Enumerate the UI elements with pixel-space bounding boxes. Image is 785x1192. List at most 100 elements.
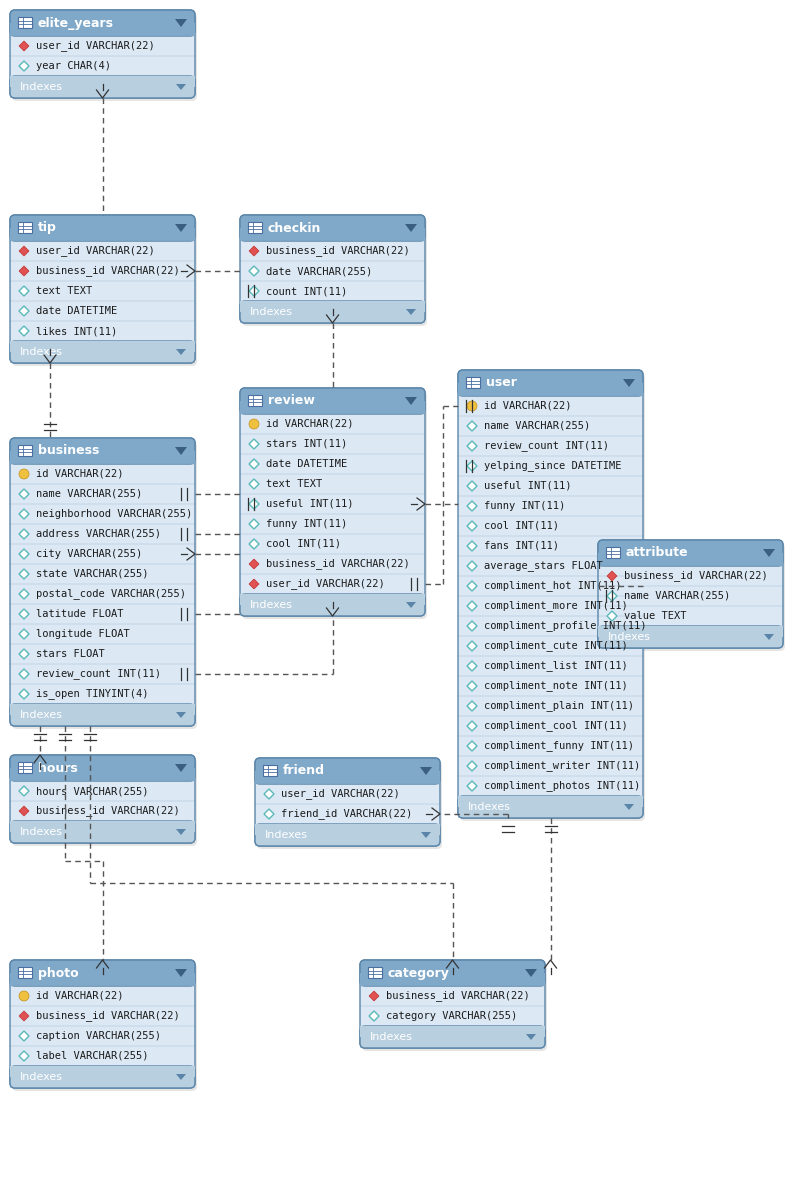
FancyBboxPatch shape xyxy=(12,13,197,101)
FancyBboxPatch shape xyxy=(360,960,545,1048)
Text: Indexes: Indexes xyxy=(20,827,63,837)
FancyBboxPatch shape xyxy=(598,540,783,566)
FancyBboxPatch shape xyxy=(458,370,643,818)
Text: review: review xyxy=(268,395,315,408)
Text: checkin: checkin xyxy=(268,222,321,235)
Text: Indexes: Indexes xyxy=(468,802,511,812)
Text: user_id VARCHAR(22): user_id VARCHAR(22) xyxy=(36,41,155,51)
Text: address VARCHAR(255): address VARCHAR(255) xyxy=(36,529,161,539)
Polygon shape xyxy=(467,482,477,491)
Text: Indexes: Indexes xyxy=(608,632,651,642)
Bar xyxy=(248,395,262,406)
FancyBboxPatch shape xyxy=(242,218,427,325)
Polygon shape xyxy=(623,379,635,387)
Polygon shape xyxy=(607,611,617,621)
Text: stars INT(11): stars INT(11) xyxy=(266,439,347,449)
Text: photo: photo xyxy=(38,967,78,980)
Polygon shape xyxy=(467,441,477,451)
Bar xyxy=(18,445,32,457)
Bar xyxy=(10,768,195,781)
Polygon shape xyxy=(19,629,29,639)
Polygon shape xyxy=(19,669,29,679)
Polygon shape xyxy=(19,1011,29,1022)
Text: friend: friend xyxy=(283,764,325,777)
Bar xyxy=(248,222,262,232)
Bar xyxy=(458,796,643,807)
Text: useful INT(11): useful INT(11) xyxy=(266,499,353,509)
Bar xyxy=(240,401,425,414)
FancyBboxPatch shape xyxy=(10,704,195,726)
Polygon shape xyxy=(249,579,259,589)
Polygon shape xyxy=(175,447,187,455)
Text: city VARCHAR(255): city VARCHAR(255) xyxy=(36,550,142,559)
Text: compliment_writer INT(11): compliment_writer INT(11) xyxy=(484,760,641,771)
Polygon shape xyxy=(405,397,417,405)
Text: value TEXT: value TEXT xyxy=(624,611,687,621)
Text: business: business xyxy=(38,445,100,458)
FancyBboxPatch shape xyxy=(10,755,195,843)
Text: elite_years: elite_years xyxy=(38,17,114,30)
Polygon shape xyxy=(19,61,29,72)
Bar xyxy=(255,824,440,836)
Polygon shape xyxy=(249,459,259,468)
Bar xyxy=(255,824,440,846)
Polygon shape xyxy=(19,569,29,579)
FancyBboxPatch shape xyxy=(10,437,195,464)
Bar xyxy=(10,704,195,715)
Text: hours VARCHAR(255): hours VARCHAR(255) xyxy=(36,786,148,796)
Polygon shape xyxy=(19,489,29,499)
Text: cool INT(11): cool INT(11) xyxy=(484,521,559,530)
Polygon shape xyxy=(19,648,29,659)
Text: user: user xyxy=(486,377,517,390)
Circle shape xyxy=(19,991,29,1001)
Polygon shape xyxy=(467,760,477,771)
Text: business_id VARCHAR(22): business_id VARCHAR(22) xyxy=(266,246,410,256)
FancyBboxPatch shape xyxy=(10,215,195,241)
Text: Indexes: Indexes xyxy=(20,1072,63,1082)
Text: id VARCHAR(22): id VARCHAR(22) xyxy=(266,420,353,429)
FancyBboxPatch shape xyxy=(10,960,195,986)
Polygon shape xyxy=(175,764,187,772)
Text: postal_code VARCHAR(255): postal_code VARCHAR(255) xyxy=(36,589,186,600)
FancyBboxPatch shape xyxy=(458,796,643,818)
FancyBboxPatch shape xyxy=(10,215,195,364)
Text: longitude FLOAT: longitude FLOAT xyxy=(36,629,130,639)
Bar xyxy=(10,23,195,36)
Text: date DATETIME: date DATETIME xyxy=(36,306,117,316)
Bar xyxy=(10,341,195,364)
Polygon shape xyxy=(467,641,477,651)
FancyBboxPatch shape xyxy=(12,758,197,846)
Polygon shape xyxy=(369,991,379,1001)
FancyBboxPatch shape xyxy=(600,544,785,651)
Polygon shape xyxy=(249,519,259,529)
FancyBboxPatch shape xyxy=(240,389,425,616)
Text: label VARCHAR(255): label VARCHAR(255) xyxy=(36,1051,148,1061)
Text: review_count INT(11): review_count INT(11) xyxy=(36,669,161,679)
Polygon shape xyxy=(19,1031,29,1041)
Polygon shape xyxy=(175,969,187,977)
Polygon shape xyxy=(176,712,186,718)
FancyBboxPatch shape xyxy=(12,441,197,730)
FancyBboxPatch shape xyxy=(10,341,195,364)
Text: compliment_photos INT(11): compliment_photos INT(11) xyxy=(484,781,641,791)
Text: cool INT(11): cool INT(11) xyxy=(266,539,341,550)
Bar xyxy=(606,547,620,558)
Bar xyxy=(598,626,783,637)
Polygon shape xyxy=(249,499,259,509)
Polygon shape xyxy=(249,439,259,449)
Bar xyxy=(598,553,783,566)
Polygon shape xyxy=(19,286,29,296)
Polygon shape xyxy=(19,306,29,316)
Polygon shape xyxy=(369,1011,379,1022)
Text: latitude FLOAT: latitude FLOAT xyxy=(36,609,123,619)
FancyBboxPatch shape xyxy=(240,302,425,323)
Text: category VARCHAR(255): category VARCHAR(255) xyxy=(386,1011,517,1022)
Bar xyxy=(466,377,480,389)
Text: Indexes: Indexes xyxy=(250,308,293,317)
Text: name VARCHAR(255): name VARCHAR(255) xyxy=(36,489,142,499)
FancyBboxPatch shape xyxy=(598,540,783,648)
Text: Indexes: Indexes xyxy=(250,600,293,610)
Circle shape xyxy=(249,420,259,429)
Text: user_id VARCHAR(22): user_id VARCHAR(22) xyxy=(266,578,385,590)
FancyBboxPatch shape xyxy=(10,437,195,726)
